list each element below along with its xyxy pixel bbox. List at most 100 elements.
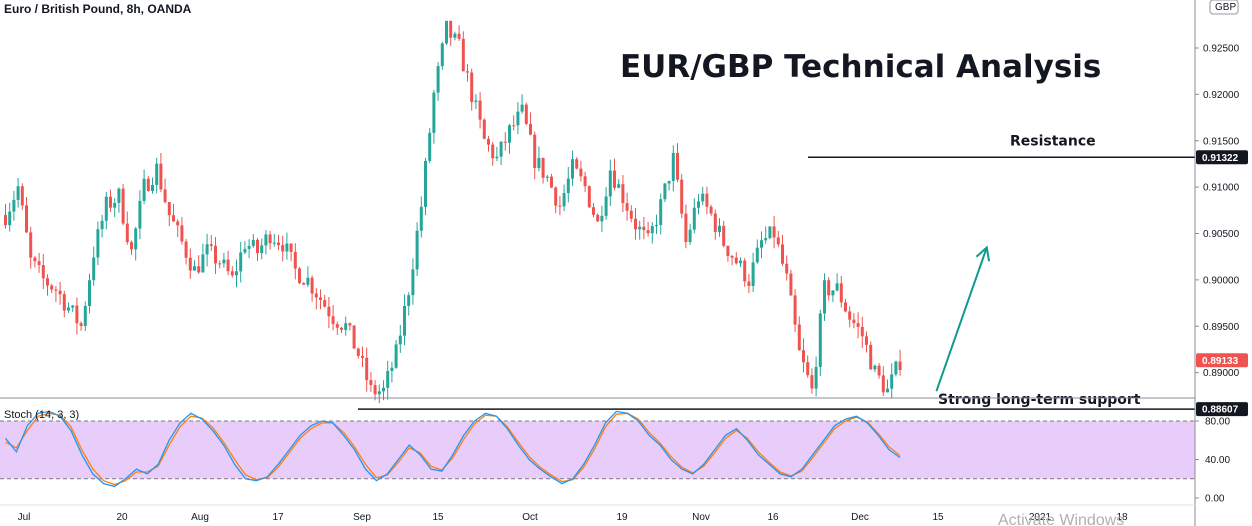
candle xyxy=(440,41,444,70)
bullish-arrow[interactable] xyxy=(935,245,991,392)
candle xyxy=(25,196,28,234)
time-tick-label: Nov xyxy=(692,512,710,523)
candle xyxy=(680,174,684,219)
candle xyxy=(604,187,608,220)
candle xyxy=(432,89,436,144)
candle xyxy=(134,226,138,261)
candle xyxy=(848,306,852,328)
candle xyxy=(142,169,146,205)
candle xyxy=(491,141,495,166)
candle xyxy=(226,250,230,276)
stochastic-pane[interactable] xyxy=(0,410,1195,488)
candle xyxy=(298,266,301,285)
candle xyxy=(457,25,461,41)
candle xyxy=(499,141,503,165)
time-tick-label: Sep xyxy=(353,512,371,523)
candle xyxy=(755,239,759,264)
candle xyxy=(54,285,58,302)
candle xyxy=(554,186,558,214)
candle xyxy=(335,321,339,336)
candle xyxy=(146,175,150,192)
candle xyxy=(478,92,482,129)
candle xyxy=(243,241,247,255)
candle xyxy=(890,363,894,398)
candle xyxy=(886,379,889,393)
candle xyxy=(566,166,570,203)
price-tick-label: 0.90500 xyxy=(1203,229,1240,240)
time-axis[interactable]: Jul 20 Aug 17 Sep 15 Oct 19 Nov 16 Dec 15 2021 18 xyxy=(18,512,1128,523)
candle xyxy=(545,174,549,182)
candle xyxy=(760,231,763,259)
candle xyxy=(344,316,348,336)
candle xyxy=(4,203,7,229)
candle xyxy=(239,241,243,283)
candle xyxy=(184,238,188,265)
candle xyxy=(348,322,352,331)
time-tick-label: 18 xyxy=(1116,512,1128,523)
candle xyxy=(415,222,419,276)
candle xyxy=(629,205,633,223)
candle xyxy=(117,187,121,213)
candle xyxy=(688,223,692,245)
candle xyxy=(743,258,747,287)
candle xyxy=(726,245,730,262)
candle xyxy=(541,157,545,184)
time-tick-label: Dec xyxy=(851,512,869,523)
candle xyxy=(663,182,667,203)
candle xyxy=(474,93,478,110)
candle xyxy=(67,302,70,313)
candle xyxy=(398,325,402,353)
stoch-tick-label: 80.00 xyxy=(1205,417,1230,428)
price-pane[interactable] xyxy=(4,20,902,403)
currency-label: GBP xyxy=(1215,2,1236,13)
candle xyxy=(407,292,411,316)
candle xyxy=(571,150,574,186)
price-tick-label: 0.89000 xyxy=(1203,368,1240,379)
candle xyxy=(201,243,205,273)
candle xyxy=(125,211,129,245)
candle xyxy=(293,243,297,280)
candle xyxy=(579,160,583,182)
candle xyxy=(323,294,327,308)
price-tag-bg xyxy=(1196,353,1248,368)
candle xyxy=(272,233,276,247)
candle xyxy=(58,281,62,305)
candle xyxy=(617,179,621,189)
candle xyxy=(881,366,885,397)
candle xyxy=(650,222,654,244)
candle xyxy=(814,356,818,397)
candle xyxy=(453,31,457,41)
candle xyxy=(130,240,133,255)
stochastic-axis[interactable]: 80.00 40.00 0.00 xyxy=(1195,417,1230,505)
candle xyxy=(92,246,96,286)
candle xyxy=(445,20,448,45)
candle xyxy=(180,217,184,245)
candle xyxy=(697,194,700,215)
candle xyxy=(789,269,793,296)
candle xyxy=(121,183,125,226)
candle xyxy=(537,146,541,172)
candle xyxy=(138,190,142,240)
candle xyxy=(373,380,377,401)
candle xyxy=(466,64,469,82)
candle xyxy=(436,62,440,101)
price-tick-label: 0.91000 xyxy=(1203,183,1240,194)
candle xyxy=(583,171,587,193)
candle xyxy=(495,146,499,162)
candle xyxy=(734,252,738,265)
currency-badge[interactable] xyxy=(1209,0,1239,15)
candle xyxy=(835,273,839,292)
candle xyxy=(281,235,285,262)
candle xyxy=(818,309,822,376)
candle xyxy=(730,254,734,266)
candle xyxy=(79,321,83,331)
candle xyxy=(394,340,398,369)
candle xyxy=(302,282,306,285)
price-axis[interactable]: 0.92500 0.92000 0.91500 0.91000 0.90500 0.900… xyxy=(1195,44,1240,380)
candle xyxy=(75,297,79,335)
candle xyxy=(739,257,742,267)
candle xyxy=(428,128,432,164)
candle xyxy=(365,347,369,392)
candle xyxy=(155,157,159,194)
